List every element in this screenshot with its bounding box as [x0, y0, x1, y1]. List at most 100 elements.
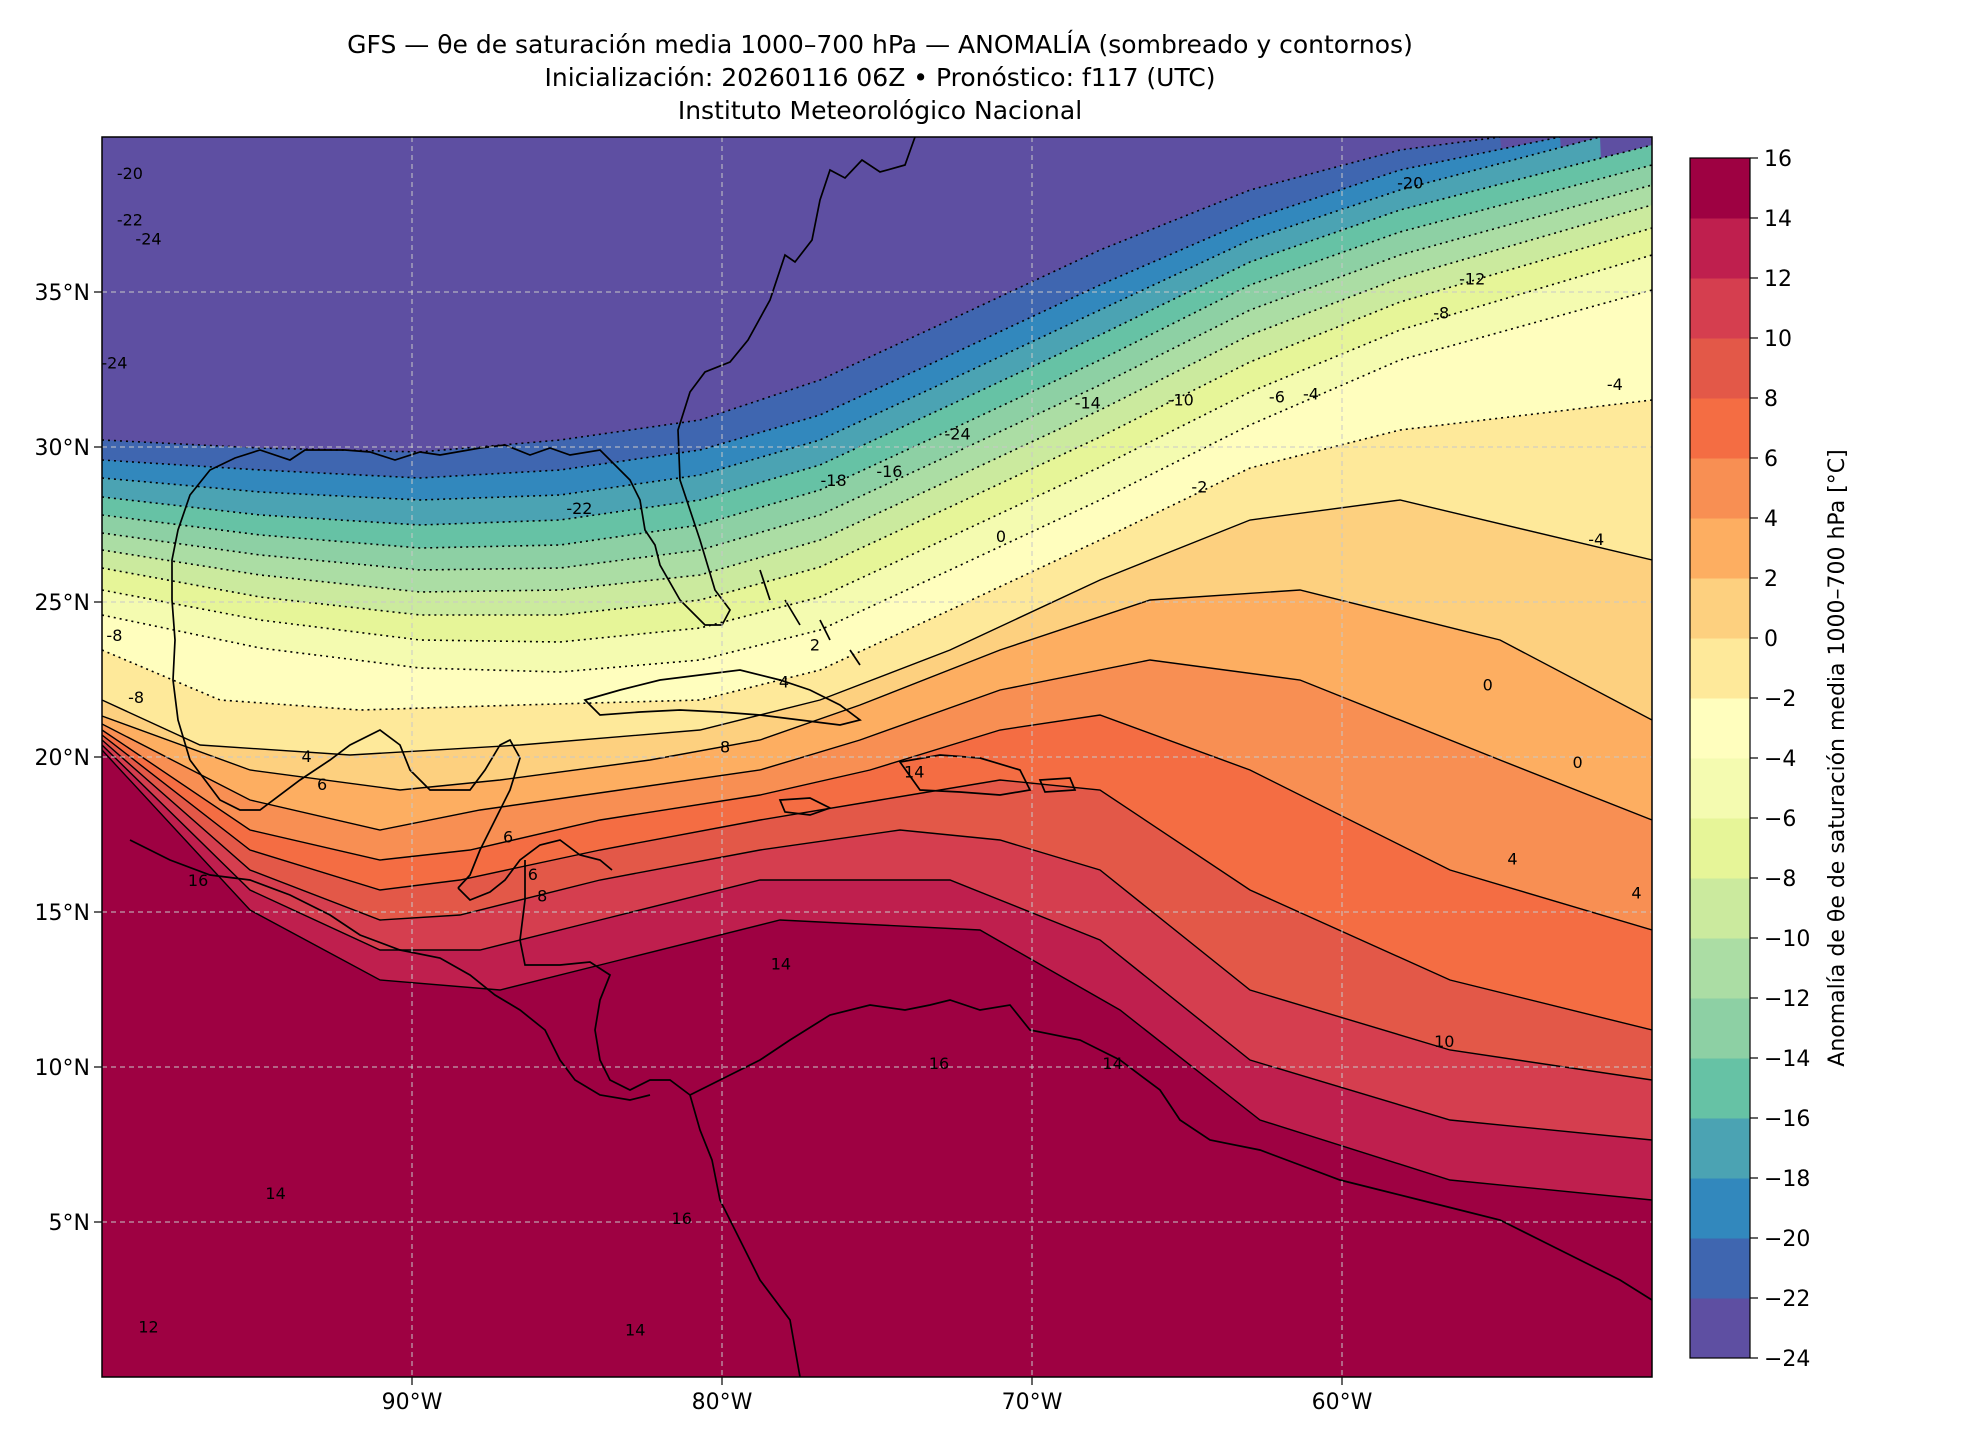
contour-label: -4	[1303, 384, 1319, 403]
colorbar-swatch	[1690, 578, 1750, 639]
colorbar-tick-label: −6	[1764, 807, 1796, 832]
contour-label: -12	[1459, 270, 1485, 289]
coastline-yucatan	[457, 839, 613, 901]
coastline-puerto-rico	[1038, 777, 1077, 793]
y-tick-label-20n: 20°N	[35, 746, 90, 771]
x-tick-label-80w: 80°W	[692, 1390, 753, 1415]
colorbar: −24−22−20−18−16−14−12−10−8−6−4−202468101…	[1689, 147, 1850, 1372]
y-tick-label-15n: 15°N	[35, 901, 90, 926]
coastline-hispaniola	[898, 754, 1032, 796]
colorbar-tick-label: −12	[1764, 987, 1810, 1012]
contour-line	[102, 227, 1652, 616]
colorbar-tick-label: 8	[1764, 387, 1778, 412]
contour-label: 2	[810, 635, 820, 654]
map-plot-area: -20-22-24-24-20-24-22-18 -16-14-12-10-8-6…	[101, 137, 1652, 1377]
coastline-south-america-pacific	[689, 1094, 801, 1377]
contour-label: -24	[945, 425, 971, 444]
contour-label: -22	[566, 499, 592, 518]
colorbar-swatch	[1690, 1298, 1750, 1359]
title-line-2: Inicialización: 20260116 06Z • Pronóstic…	[544, 63, 1216, 92]
colorbar-swatch	[1690, 698, 1750, 759]
colorbar-tick-label: 0	[1764, 627, 1778, 652]
contour-label: -20	[1397, 174, 1423, 193]
colorbar-swatch	[1690, 1058, 1750, 1119]
contour-label: 12	[138, 1317, 158, 1336]
contour-label: -14	[1075, 394, 1101, 413]
title-line-3: Instituto Meteorológico Nacional	[677, 96, 1083, 125]
y-tick-label-5n: 5°N	[49, 1211, 90, 1236]
colorbar-tick-label: 6	[1764, 447, 1778, 472]
contour-label: -22	[117, 211, 143, 230]
x-tick-label-60w: 60°W	[1312, 1390, 1373, 1415]
contour-label: -24	[101, 353, 127, 372]
contour-label: -10	[1168, 391, 1194, 410]
contour-label: 16	[188, 871, 208, 890]
colorbar-tick-label: −2	[1764, 687, 1796, 712]
colorbar-tick-label: −20	[1764, 1227, 1810, 1252]
coastline-bahamas	[759, 569, 861, 666]
colorbar-tick-label: 16	[1764, 147, 1792, 172]
colorbar-swatches	[1690, 158, 1750, 1359]
colorbar-swatch	[1690, 398, 1750, 459]
contour-line	[102, 714, 1652, 931]
coastline-cuba	[583, 669, 862, 726]
anomaly-contours	[102, 137, 1652, 1201]
colorbar-tick-label: 10	[1764, 327, 1792, 352]
gridlines	[102, 137, 1652, 1377]
colorbar-tick-label: −8	[1764, 867, 1796, 892]
contour-line	[102, 137, 1601, 501]
colorbar-tick-label: −14	[1764, 1047, 1810, 1072]
contour-label: -16	[876, 462, 902, 481]
contour-label: 0	[1483, 676, 1493, 695]
colorbar-swatch	[1690, 278, 1750, 339]
colorbar-swatch	[1690, 758, 1750, 819]
coastline-us-east	[171, 137, 916, 761]
contour-label: 6	[528, 865, 538, 884]
colorbar-swatch	[1690, 338, 1750, 399]
contour-label: 8	[720, 738, 730, 757]
contour-label: 4	[779, 673, 789, 692]
contour-label: 0	[996, 527, 1006, 546]
coastline-jamaica	[778, 797, 833, 816]
contour-line	[102, 659, 1652, 831]
contour-label: 4	[1631, 883, 1641, 902]
contour-label: 14	[1102, 1054, 1122, 1073]
contour-label: -8	[1433, 304, 1449, 323]
contour-label: 10	[1434, 1032, 1454, 1051]
anomaly-band	[102, 750, 1652, 1377]
colorbar-swatch	[1690, 1238, 1750, 1299]
colorbar-ticks: −24−22−20−18−16−14−12−10−8−6−4−202468101…	[1750, 147, 1810, 1372]
colorbar-swatch	[1690, 818, 1750, 879]
coastline-mexico-gulf	[189, 729, 521, 889]
coastline-south-america-north	[689, 999, 1652, 1301]
contour-label: 4	[302, 747, 312, 766]
colorbar-tick-label: 14	[1764, 207, 1792, 232]
contour-line	[102, 289, 1652, 673]
contour-line	[102, 144, 1652, 526]
figure-title-block: GFS — θe de saturación media 1000–700 hP…	[100, 28, 1660, 127]
contour-line	[102, 734, 1652, 1031]
contour-line	[102, 164, 1652, 549]
title-line-1: GFS — θe de saturación media 1000–700 hP…	[347, 30, 1413, 59]
contour-line	[102, 184, 1652, 571]
contour-label: 6	[317, 775, 327, 794]
contour-label: 16	[672, 1209, 692, 1228]
colorbar-tick-label: 4	[1764, 507, 1778, 532]
colorbar-swatch	[1690, 1118, 1750, 1179]
y-tick-label-35n: 35°N	[35, 281, 90, 306]
coastlines	[129, 137, 1652, 1377]
colorbar-swatch	[1690, 1178, 1750, 1239]
contour-line	[102, 589, 1652, 791]
contour-label: 16	[929, 1054, 949, 1073]
y-tick-label-25n: 25°N	[35, 591, 90, 616]
contour-line	[102, 254, 1652, 643]
contour-label: 14	[265, 1184, 285, 1203]
colorbar-tick-label: −16	[1764, 1107, 1810, 1132]
contour-label: 8	[537, 887, 547, 906]
colorbar-tick-label: −4	[1764, 747, 1796, 772]
contour-label: 14	[625, 1321, 645, 1340]
colorbar-tick-label: 12	[1764, 267, 1792, 292]
colorbar-swatch	[1690, 638, 1750, 699]
x-tick-label-70w: 70°W	[1002, 1390, 1063, 1415]
